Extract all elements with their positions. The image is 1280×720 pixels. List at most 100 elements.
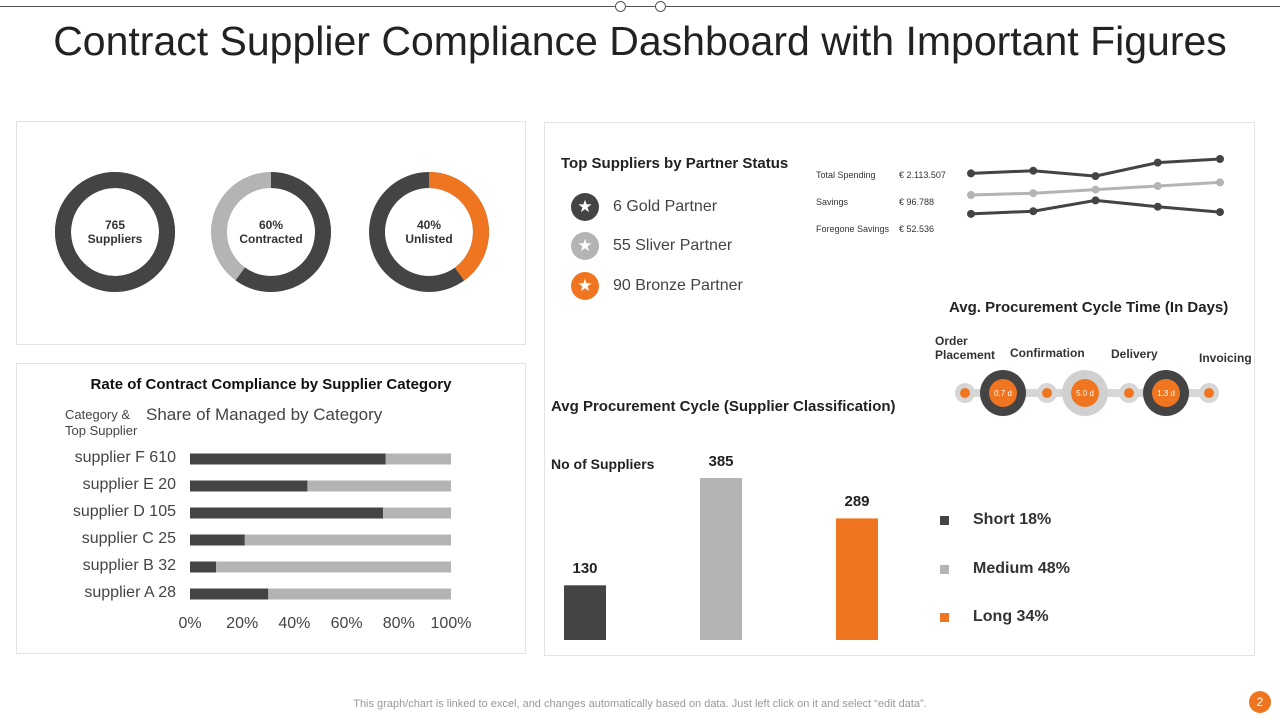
compliance-bar-remaining <box>244 534 451 546</box>
procurement-panel <box>544 122 1255 656</box>
cycle-node: 1.3 d <box>1143 370 1189 416</box>
donut-segment <box>55 172 175 292</box>
star-icon: ★ <box>571 272 599 300</box>
legend-swatch <box>940 612 949 622</box>
cycle-node: 0.7 d <box>980 370 1026 416</box>
legend-label: Medium 48% <box>973 560 1070 577</box>
compliance-axis-tick: 100% <box>430 615 472 632</box>
compliance-bar-managed <box>190 561 217 573</box>
supplier-label: supplier C 25 <box>81 530 176 547</box>
donut-caption: Contracted <box>239 232 303 246</box>
compliance-axis-tick: 60% <box>330 615 363 632</box>
page-number: 2 <box>1249 691 1271 713</box>
star-icon: ★ <box>571 193 599 221</box>
series-point <box>1029 207 1038 216</box>
divider-dot-left <box>615 1 626 12</box>
avg-bar-value: 130 <box>572 560 598 578</box>
donut-value: 40% <box>416 218 442 232</box>
donut-svg <box>369 172 489 292</box>
kpi-donut-panel <box>16 121 526 345</box>
cycle-node-inner: 1.3 d <box>1152 379 1180 407</box>
compliance-axis-tick: 80% <box>382 615 415 632</box>
compliance-bar-managed <box>190 480 308 492</box>
series-point <box>1216 178 1224 187</box>
cycle-step-dot <box>1199 383 1219 403</box>
series-point <box>1216 208 1224 217</box>
stage-label: Order Placement <box>935 334 996 362</box>
donut-svg <box>211 172 331 292</box>
avg-legend-item: Medium 48% <box>940 560 1070 578</box>
series-point <box>1153 202 1162 211</box>
cycle-time-heading: Avg. Procurement Cycle Time (In Days) <box>949 299 1229 316</box>
stage-label: Delivery <box>1111 347 1158 361</box>
page-title: Contract Supplier Compliance Dashboard w… <box>53 18 1227 64</box>
legend-swatch <box>940 564 949 574</box>
avg-legend-item: Short 18% <box>940 511 1051 529</box>
donut-segment <box>211 172 331 292</box>
supplier-label: supplier A 28 <box>84 584 176 601</box>
donut-chart-2: 60% Contracted <box>209 170 333 294</box>
footer-note: This graph/chart is linked to excel, and… <box>353 698 927 710</box>
partner-label: 90 Bronze Partner <box>613 277 743 294</box>
supplier-label: supplier F 610 <box>74 449 176 466</box>
partners-heading: Top Suppliers by Partner Status <box>561 155 789 172</box>
metric-name: Total Spending <box>816 170 876 180</box>
compliance-subtitle-left: Category & Top Supplier <box>65 407 138 438</box>
partner-label: 6 Gold Partner <box>613 198 718 215</box>
compliance-bar-remaining <box>216 561 451 573</box>
divider-dot-right <box>655 1 666 12</box>
compliance-bar-managed <box>190 453 386 465</box>
donut-caption: Suppliers <box>87 232 143 246</box>
partner-item: ★ 55 Sliver Partner <box>571 232 732 260</box>
donut-svg <box>55 172 175 292</box>
suppliers-axis-label: No of Suppliers <box>551 456 655 472</box>
cycle-step-dot <box>1037 383 1057 403</box>
avg-bar-medium <box>700 478 742 640</box>
avg-cycle-heading: Avg Procurement Cycle (Supplier Classifi… <box>551 398 896 415</box>
avg-bar-short <box>564 585 606 640</box>
compliance-subtitle-right: Share of Managed by Category <box>146 405 383 424</box>
series-point <box>967 191 975 199</box>
metric-name: Savings <box>816 197 849 207</box>
compliance-bar-remaining <box>268 588 451 600</box>
stage-label: Confirmation <box>1010 346 1085 360</box>
series-point <box>1153 182 1162 190</box>
legend-swatch <box>940 515 949 525</box>
series-point <box>1091 196 1100 205</box>
compliance-bar-remaining <box>385 453 451 465</box>
partner-label: 55 Sliver Partner <box>613 237 733 254</box>
metric-value: € 2.113.507 <box>899 170 946 180</box>
cycle-node: 5.0 d <box>1062 370 1108 416</box>
series-point <box>1029 166 1038 175</box>
donut-segment <box>369 172 489 292</box>
compliance-bar-managed <box>190 507 384 519</box>
compliance-axis-tick: 20% <box>226 615 259 632</box>
compliance-bar-managed <box>190 534 245 546</box>
supplier-label: supplier B 32 <box>82 557 176 574</box>
series-point <box>1091 172 1100 181</box>
series-point <box>1029 189 1038 198</box>
donut-chart-1: 765 Suppliers <box>53 170 177 294</box>
stage-label: Invoicing <box>1199 351 1252 365</box>
avg-bar-long <box>836 518 878 640</box>
partner-item: ★ 90 Bronze Partner <box>571 272 743 300</box>
cycle-node-inner: 5.0 d <box>1071 379 1099 407</box>
compliance-bar-remaining <box>307 480 451 492</box>
avg-legend-item: Long 34% <box>940 608 1049 626</box>
supplier-label: supplier E 20 <box>82 476 176 493</box>
metric-value: € 52.536 <box>899 224 935 234</box>
legend-label: Long 34% <box>973 608 1049 625</box>
series-point <box>1216 155 1224 163</box>
star-icon: ★ <box>571 232 599 260</box>
donut-chart-3: 40% Unlisted <box>367 170 491 294</box>
avg-bar-value: 385 <box>708 453 734 470</box>
compliance-title: Rate of Contract Compliance by Supplier … <box>90 376 452 393</box>
compliance-axis-tick: 0% <box>178 615 202 632</box>
legend-label: Short 18% <box>973 511 1052 528</box>
cycle-step-dot <box>955 383 975 403</box>
series-point <box>967 169 975 178</box>
metric-name: Foregone Savings <box>816 224 890 234</box>
supplier-label: supplier D 105 <box>72 503 176 520</box>
